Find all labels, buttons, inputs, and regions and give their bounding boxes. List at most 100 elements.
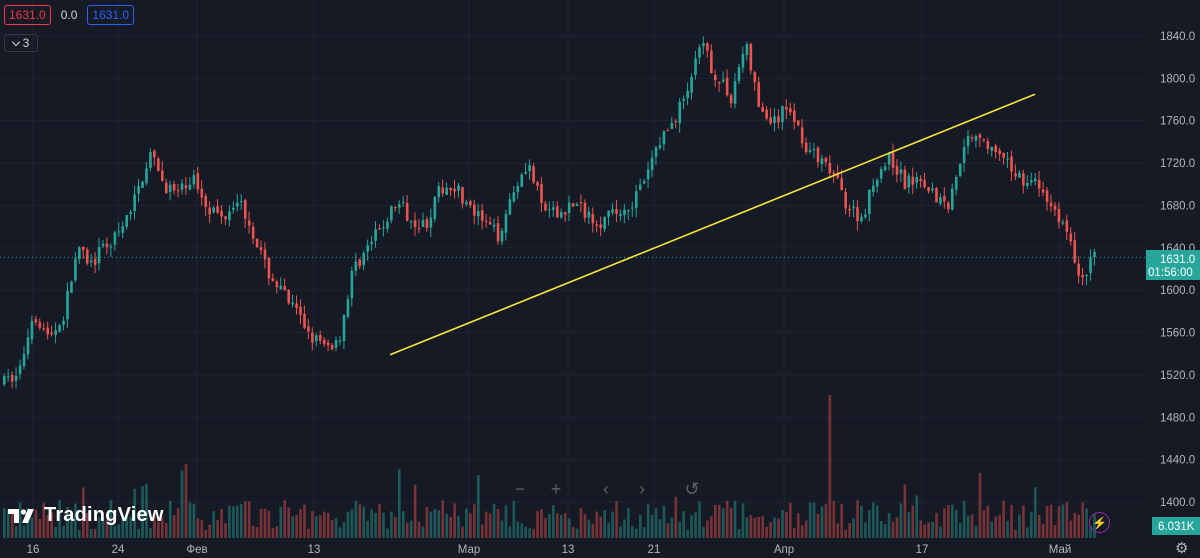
candle-body [891, 152, 895, 168]
candle-body [532, 166, 535, 183]
candle-body [85, 249, 89, 264]
volume-bar [1026, 527, 1029, 538]
y-tick-label: 1800.0 [1160, 73, 1195, 85]
zoom-out-button[interactable]: − [514, 478, 526, 499]
volume-bar [105, 519, 109, 538]
volume-bar [872, 502, 875, 538]
candle-body [714, 75, 717, 81]
gear-icon[interactable]: ⚙ [1175, 540, 1189, 557]
candle-body [631, 207, 634, 209]
volume-bar [394, 517, 397, 538]
candle-body [966, 136, 970, 147]
candle-body [425, 219, 429, 228]
volume-bar [559, 515, 563, 538]
volume-bar [954, 510, 958, 538]
candle-body [820, 158, 824, 164]
candle-body [145, 168, 148, 184]
candle-body [74, 258, 77, 281]
volume-bar [97, 517, 101, 538]
candle-body [571, 203, 575, 207]
volume-bar [78, 529, 81, 538]
volume-bar [915, 495, 919, 538]
chart-nav-controls: − + ‹ › ↺ [506, 478, 706, 500]
candle-body [275, 281, 279, 288]
candle-body [394, 207, 397, 209]
volume-bar [263, 508, 267, 538]
x-tick-label: Апр [774, 544, 794, 556]
volume-bar [745, 517, 749, 538]
volume-bar [473, 504, 476, 538]
volume-bar [816, 513, 820, 538]
volume-bar [737, 529, 741, 538]
volume-bar [311, 511, 314, 538]
volume-bar [50, 512, 53, 538]
candle-body [1037, 179, 1041, 189]
lightning-icon[interactable]: ⚡ [1089, 512, 1110, 533]
volume-bar [1089, 526, 1092, 538]
candle-body [1018, 172, 1021, 178]
volume-bar [200, 519, 204, 538]
volume-bar [429, 511, 433, 538]
candle-body [291, 302, 294, 305]
candle-body [358, 259, 362, 267]
y-tick-label: 1520.0 [1160, 370, 1195, 382]
volume-bar [1006, 520, 1009, 538]
candle-body [109, 246, 113, 248]
candle-body [1061, 222, 1065, 224]
candle-body [556, 206, 559, 218]
volume-bar [974, 525, 978, 538]
volume-bar [978, 473, 982, 538]
volume-bar [1049, 504, 1053, 538]
candle-body [508, 199, 512, 215]
candle-body [413, 220, 417, 228]
tradingview-logo[interactable]: TradingView [8, 504, 164, 527]
candle-body [816, 147, 820, 163]
scroll-left-button[interactable]: ‹ [603, 478, 609, 499]
volume-bar [338, 527, 342, 538]
candle-body [793, 110, 796, 122]
candle-body [548, 209, 551, 211]
volume-bar [571, 527, 575, 538]
candle-body [1033, 178, 1037, 182]
volume-bar [307, 528, 310, 538]
candle-body [682, 98, 685, 101]
volume-bars [3, 395, 1096, 538]
reset-view-button[interactable]: ↺ [684, 478, 700, 499]
volume-bar [966, 515, 970, 538]
candle-body [42, 328, 46, 330]
candle-body [563, 212, 567, 215]
volume-bar [113, 525, 117, 538]
volume-bar [765, 526, 768, 538]
volume-bar [85, 513, 89, 538]
scroll-right-button[interactable]: › [639, 478, 645, 499]
candle-body [251, 226, 255, 239]
candle-body [1053, 205, 1057, 210]
volume-bar [627, 508, 630, 538]
volume-bar [330, 519, 334, 538]
volume-bar [267, 510, 271, 538]
candle-body [832, 172, 836, 175]
volume-bar [935, 513, 938, 538]
candle-body [441, 187, 445, 194]
zoom-in-button[interactable]: + [550, 478, 562, 499]
x-tick-label: 16 [27, 544, 40, 556]
candle-body [666, 130, 670, 132]
candle-body [38, 322, 42, 328]
volume-bar [354, 500, 358, 538]
candle-body [619, 214, 622, 217]
volume-bar [322, 511, 326, 538]
volume-bar [477, 475, 480, 538]
candle-body [307, 326, 310, 332]
indicators-toggle[interactable]: 3 [4, 34, 38, 52]
candle-body [954, 176, 958, 190]
volume-bar [188, 502, 192, 538]
candle-body [1093, 252, 1096, 258]
candle-body [1049, 202, 1053, 207]
volume-label: 6.031K [1152, 517, 1200, 535]
candle-body [188, 184, 192, 190]
volume-bar [117, 524, 121, 538]
volume-bar [516, 521, 520, 538]
candle-body [745, 44, 749, 56]
candle-body [603, 217, 606, 230]
